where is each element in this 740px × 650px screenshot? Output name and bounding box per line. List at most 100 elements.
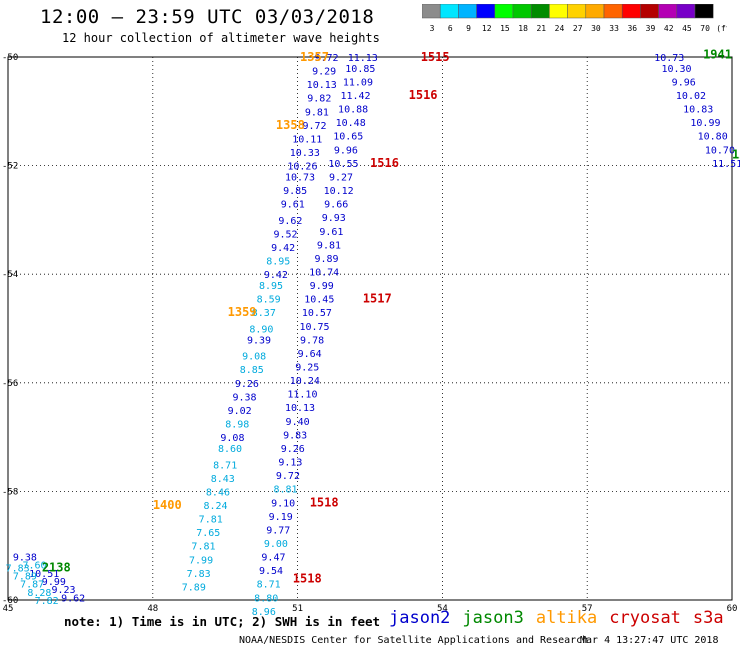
scale-unit-label: (ft) <box>716 24 727 33</box>
x-tick-label: 57 <box>582 604 593 614</box>
wave-height-value: 9.19 <box>269 512 293 523</box>
pass-time-label: 1517 <box>363 292 392 306</box>
wave-height-value: 11.51 <box>712 159 740 170</box>
pass-time-label: 1516 <box>409 88 438 102</box>
scale-level-label: 45 <box>682 24 692 33</box>
wave-height-value: 9.10 <box>271 498 295 509</box>
wave-height-value: 10.85 <box>345 64 375 75</box>
wave-height-value: 9.47 <box>261 553 285 564</box>
wave-height-value: 9.40 <box>286 417 310 428</box>
credit-line: NOAA/NESDIS Center for Satellite Applica… <box>239 635 589 646</box>
wave-height-value: 10.24 <box>290 376 320 387</box>
x-tick-label: 54 <box>437 604 448 614</box>
wave-height-value: 9.72 <box>315 53 339 64</box>
pass-time-label: 1518 <box>310 495 339 509</box>
wave-height-value: 8.96 <box>252 607 276 618</box>
wave-height-value: 10.74 <box>309 267 339 278</box>
legend-entry-s3a: s3a <box>692 608 724 628</box>
wave-height-value: 9.99 <box>42 577 66 588</box>
wave-height-value: 9.89 <box>315 254 339 265</box>
wave-height-value: 8.43 <box>211 474 235 485</box>
y-tick-label: -50 <box>2 53 18 63</box>
wave-height-value: 9.72 <box>276 471 300 482</box>
pass-time-label: 12 <box>732 148 740 162</box>
wave-height-value: 8.71 <box>257 580 281 591</box>
wave-height-value: 9.81 <box>305 107 329 118</box>
scale-level-label: 36 <box>627 24 637 33</box>
wave-height-value: 9.27 <box>329 172 353 183</box>
pass-time-label: 1515 <box>421 50 450 64</box>
wave-height-value: 9.61 <box>281 200 305 211</box>
scale-swatch <box>694 4 714 19</box>
wave-height-value: 10.11 <box>292 134 322 145</box>
wave-height-value: 11.13 <box>348 53 378 64</box>
wave-height-value: 10.75 <box>299 322 329 333</box>
legend-entry-cryosat: cryosat <box>609 608 681 628</box>
scale-level-label: 6 <box>448 24 453 33</box>
wave-height-value: 9.38 <box>13 553 37 564</box>
wave-height-value: 9.42 <box>271 243 295 254</box>
wave-height-value: 7.87 <box>20 580 44 591</box>
wave-height-value: 9.13 <box>278 458 302 469</box>
scale-level-label: 33 <box>609 24 619 33</box>
scale-level-label: 15 <box>500 24 510 33</box>
wave-height-value: 9.72 <box>302 121 326 132</box>
wave-height-value: 9.23 <box>51 585 75 596</box>
wave-height-value: 8.71 <box>213 460 237 471</box>
wave-height-value: 9.83 <box>283 430 307 441</box>
wave-height-value: 7.65 <box>196 528 220 539</box>
wave-height-value: 9.96 <box>334 145 358 156</box>
wave-height-value: 9.29 <box>312 67 336 78</box>
wave-height-value: 8.90 <box>249 325 273 336</box>
pass-time-label: 1358 <box>276 118 305 132</box>
wave-height-value: 8.46 <box>206 487 230 498</box>
pass-time-label: 1359 <box>228 305 257 319</box>
wave-height-value: 9.38 <box>232 392 256 403</box>
wave-height-value: 7.81 <box>199 515 223 526</box>
wave-height-value: 9.00 <box>264 539 288 550</box>
scale-level-label: 24 <box>555 24 565 33</box>
pass-time-label: 1518 <box>293 571 322 585</box>
legend-entry-altika: altika <box>535 608 598 628</box>
wave-height-value: 9.96 <box>672 77 696 88</box>
wave-height-value: 10.51 <box>29 569 59 580</box>
wave-height-value: 10.73 <box>654 53 684 64</box>
scale-level-label: 9 <box>466 24 471 33</box>
scale-level-label: 27 <box>573 24 583 33</box>
wave-height-value: 8.81 <box>273 485 297 496</box>
wave-height-value: 9.82 <box>307 94 331 105</box>
scale-level-label: 21 <box>536 24 546 33</box>
scale-level-label: 70 <box>700 24 710 33</box>
plot-frame <box>7 56 733 601</box>
wave-height-value: 9.25 <box>295 363 319 374</box>
scale-level-label: 12 <box>482 24 492 33</box>
wave-height-value: 10.83 <box>683 105 713 116</box>
wave-height-value: 9.39 <box>247 335 271 346</box>
wave-height-value: 7.83 <box>187 569 211 580</box>
wave-height-value: 8.37 <box>252 308 276 319</box>
x-tick-label: 48 <box>147 604 158 614</box>
wave-height-value: 8.98 <box>225 420 249 431</box>
legend-entry-jason2: jason2 <box>389 608 451 628</box>
scale-level-label: 30 <box>591 24 601 33</box>
pass-time-label: 1400 <box>153 498 182 512</box>
legend-entry-jason3: jason3 <box>462 608 524 628</box>
x-tick-label: 51 <box>292 604 303 614</box>
wave-height-value: 10.57 <box>302 308 332 319</box>
y-tick-label: -58 <box>2 487 18 497</box>
wave-height-value: 10.73 <box>285 172 315 183</box>
generated-timestamp: Mar 4 13:27:47 UTC 2018 <box>580 635 719 646</box>
wave-height-value: 10.13 <box>307 80 337 91</box>
wave-height-value: 9.26 <box>281 444 305 455</box>
wave-height-value: 7.89 <box>182 582 206 593</box>
wave-height-value: 9.08 <box>242 352 266 363</box>
wave-height-value: 9.26 <box>235 379 259 390</box>
wave-height-value: 9.66 <box>324 200 348 211</box>
wave-height-value: 8.85 <box>240 365 264 376</box>
wave-height-value: 9.64 <box>298 349 322 360</box>
y-tick-label: -60 <box>2 596 18 606</box>
wave-height-value: 9.78 <box>300 335 324 346</box>
wave-height-value: 10.13 <box>285 403 315 414</box>
y-tick-label: -54 <box>2 270 18 280</box>
